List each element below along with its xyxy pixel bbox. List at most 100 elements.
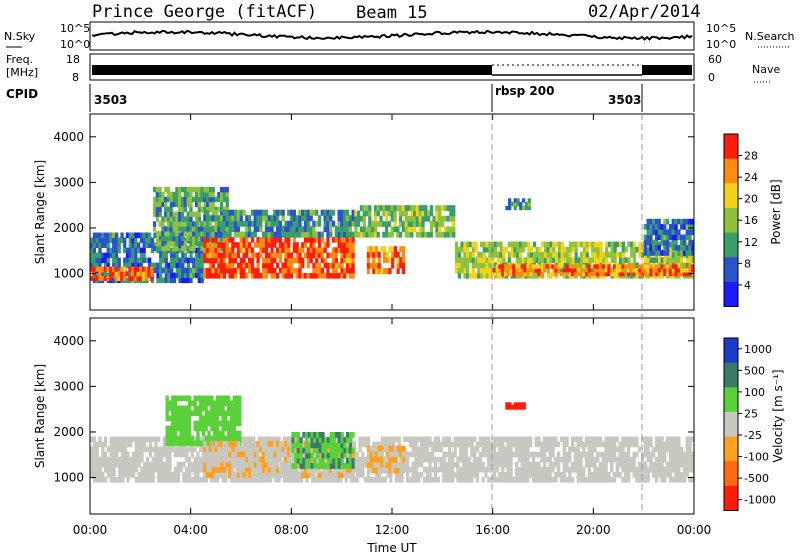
data-cell — [473, 446, 477, 453]
data-cell — [471, 267, 475, 274]
data-cell — [515, 441, 519, 448]
data-cell — [610, 446, 614, 453]
data-cell — [307, 458, 311, 464]
data-cell — [688, 446, 692, 453]
data-cell — [456, 466, 460, 473]
data-cell — [321, 463, 325, 469]
data-cell — [222, 226, 227, 233]
data-cell — [677, 262, 681, 269]
data-cell — [593, 268, 597, 273]
data-cell — [376, 210, 380, 217]
data-cell — [680, 257, 684, 263]
data-cell — [270, 257, 274, 264]
data-cell — [632, 246, 637, 253]
data-cell — [257, 436, 262, 443]
data-cell — [92, 456, 97, 463]
data-cell — [164, 277, 168, 284]
data-cell — [446, 205, 450, 211]
data-cell — [305, 477, 309, 483]
data-cell — [422, 477, 427, 483]
data-cell — [457, 257, 461, 263]
data-cell — [180, 206, 185, 212]
data-cell — [364, 461, 368, 468]
data-cell — [506, 268, 510, 273]
data-cell — [632, 441, 636, 448]
data-cell — [323, 209, 327, 216]
data-cell — [615, 268, 619, 273]
data-cell — [315, 231, 319, 238]
data-cell — [306, 237, 310, 243]
data-cell — [523, 472, 527, 478]
data-cell — [126, 472, 130, 478]
data-cell — [137, 472, 141, 478]
data-cell — [142, 252, 146, 259]
data-cell — [143, 436, 147, 443]
data-cell — [554, 472, 558, 478]
data-cell — [346, 447, 350, 454]
data-cell — [231, 247, 235, 253]
data-cell — [137, 242, 141, 248]
data-cell — [523, 461, 527, 468]
data-cell — [118, 466, 122, 473]
data-cell — [677, 441, 681, 448]
data-cell — [649, 268, 653, 273]
data-cell — [562, 466, 566, 473]
data-cell — [159, 446, 164, 453]
data-cell — [640, 272, 645, 277]
data-cell — [348, 231, 352, 238]
data-cell — [368, 231, 372, 238]
data-cell — [114, 266, 118, 272]
data-cell — [120, 456, 125, 463]
data-cell — [579, 461, 583, 468]
data-cell — [222, 220, 227, 227]
data-cell — [432, 221, 436, 227]
data-cell — [139, 266, 143, 272]
data-cell — [253, 446, 257, 452]
data-cell — [227, 435, 231, 442]
data-cell — [677, 446, 681, 453]
data-cell — [270, 242, 274, 248]
data-cell — [278, 252, 283, 259]
data-cell — [543, 436, 547, 443]
data-cell — [526, 268, 530, 273]
data-cell — [386, 436, 390, 443]
data-cell — [340, 220, 344, 227]
data-cell — [287, 456, 291, 463]
data-cell — [120, 237, 124, 243]
data-cell — [417, 456, 421, 463]
data-cell — [142, 242, 146, 248]
data-cell — [306, 257, 310, 264]
data-cell — [109, 451, 113, 458]
data-cell — [281, 451, 285, 458]
data-cell — [518, 241, 523, 248]
noise-left-label: N.Sky — [4, 30, 36, 43]
data-cell — [277, 436, 281, 443]
data-cell — [531, 268, 536, 273]
data-cell — [463, 246, 467, 253]
data-cell — [211, 267, 215, 274]
data-cell — [604, 441, 608, 448]
data-cell — [169, 191, 173, 198]
data-cell — [610, 451, 614, 458]
data-cell — [195, 257, 199, 264]
data-cell — [548, 456, 552, 463]
data-cell — [374, 467, 379, 474]
data-cell — [361, 472, 365, 478]
data-cell — [101, 477, 105, 483]
data-cell — [624, 466, 628, 473]
data-cell — [276, 226, 280, 233]
data-cell — [289, 456, 294, 463]
data-cell — [601, 268, 605, 273]
data-cell — [506, 446, 510, 453]
data-cell — [529, 451, 533, 458]
data-cell — [222, 252, 227, 259]
data-cell — [92, 247, 97, 254]
data-cell — [543, 264, 547, 269]
data-cell — [447, 441, 452, 448]
data-cell — [131, 436, 136, 443]
data-cell — [615, 436, 619, 443]
data-cell — [449, 231, 453, 238]
data-cell — [343, 437, 347, 443]
data-cell — [190, 410, 194, 416]
data-cell — [582, 257, 587, 263]
